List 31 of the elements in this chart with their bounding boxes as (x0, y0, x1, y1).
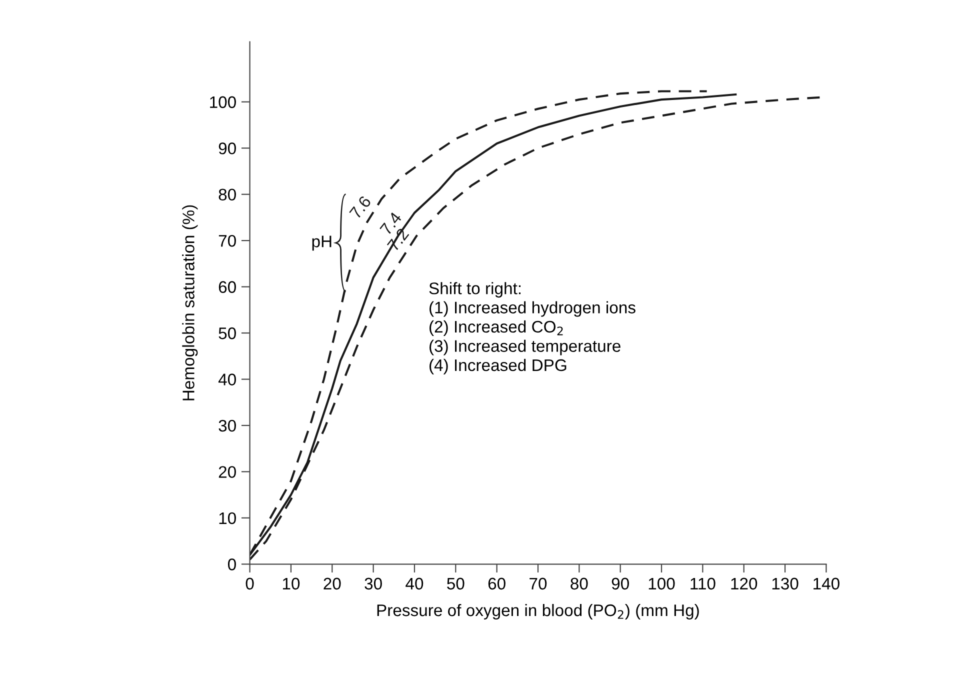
x-tick-label: 90 (612, 578, 629, 590)
y-tick-label: 100 (210, 96, 236, 108)
x-tick-label: 40 (406, 578, 424, 590)
x-tick-label: 50 (447, 578, 464, 590)
text: 7.6 (349, 195, 372, 220)
y-tick-label: 20 (218, 466, 236, 478)
y-tick-label: 60 (218, 281, 236, 293)
y-tick-label: 50 (218, 327, 236, 340)
y-tick-label: 30 (218, 420, 236, 432)
x-tick-label: 30 (364, 578, 382, 590)
y-tick-label: 0 (228, 558, 236, 570)
annotation: pH (312, 236, 332, 251)
y-tick-label: 80 (218, 188, 236, 201)
y-tick-label: 40 (218, 374, 236, 386)
x-tick-label: 120 (731, 578, 758, 590)
x-tick-label: 130 (772, 578, 798, 590)
x-tick-label: 100 (648, 578, 675, 590)
x-tick-label: 0 (246, 578, 254, 590)
x-axis-title: Pressure of oxygen in blood (PO$_{2}$) (mm Hg) (377, 604, 699, 620)
y-axis-title: Hemoglobin saturation (%) (182, 205, 198, 400)
x-tick-label: 10 (282, 578, 300, 590)
x-tick-label: 80 (570, 578, 588, 590)
x-tick-label: 110 (690, 578, 716, 590)
x-tick-label: 140 (814, 578, 840, 590)
x-tick-label: 20 (324, 578, 341, 590)
annotation: Shift to right: (1) Increased hydrogen ions (2) Increased CO$_{2}$ (3) Increased temperature (4) Increased DPG (429, 282, 636, 374)
y-tick-label: 70 (218, 234, 236, 247)
y-tick-label: 90 (218, 142, 236, 154)
x-tick-label: 70 (530, 578, 547, 590)
x-tick-label: 60 (488, 578, 506, 590)
y-tick-label: 10 (219, 512, 236, 524)
